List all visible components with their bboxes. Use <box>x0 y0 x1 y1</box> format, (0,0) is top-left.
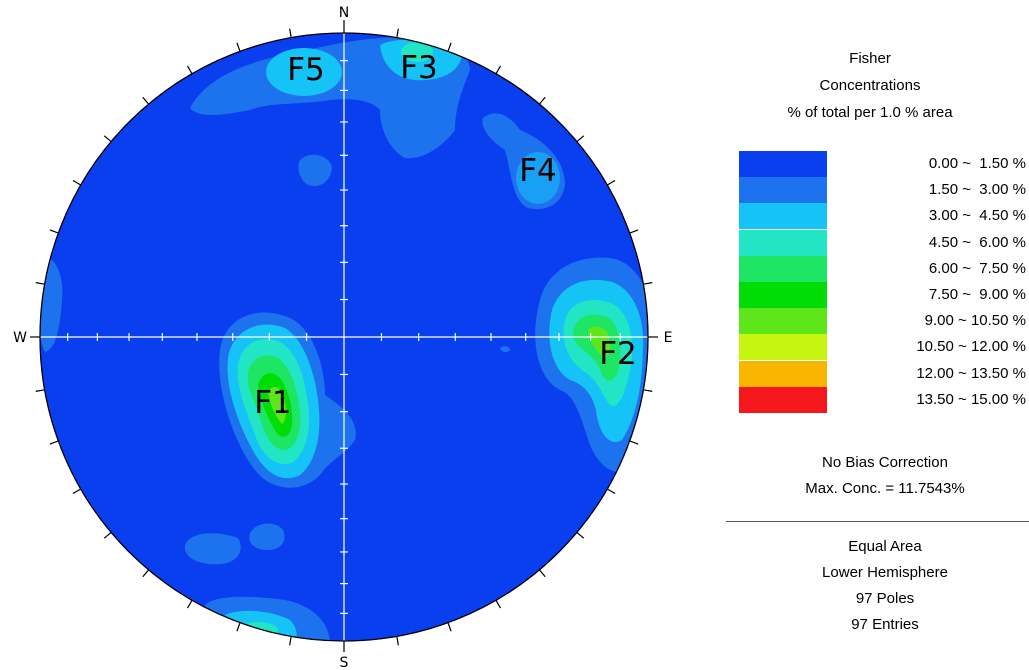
feature-label-f4: F4 <box>519 153 557 189</box>
rim-tick <box>103 135 112 143</box>
legend-swatch <box>739 255 827 282</box>
legend-range-label: 10.50 ~ 12.00 % <box>916 338 1026 356</box>
legend-swatch <box>739 151 827 177</box>
legend-range-label: 9.00 ~ 10.50 % <box>924 312 1026 330</box>
legend-swatch <box>739 308 827 335</box>
west-label: W <box>13 330 27 346</box>
legend-divider <box>726 521 1029 522</box>
rim-ticks <box>35 28 653 646</box>
stereonet-plot: N S W E F1 F2 F3 F4 F5 <box>13 5 673 670</box>
rim-tick <box>576 531 585 539</box>
rim-tick <box>72 179 82 186</box>
rim-tick <box>538 569 546 578</box>
contour-f2-peak <box>588 326 611 358</box>
rim-tick <box>447 42 452 52</box>
rim-tick <box>49 229 59 234</box>
rim-tick <box>643 389 653 392</box>
legend-range-label: 7.50 ~ 9.00 % <box>928 286 1026 303</box>
legend-range-label: 13.50 ~ 15.00 % <box>916 390 1026 408</box>
rim-tick <box>35 282 45 285</box>
contour-south-west-blob <box>184 533 241 565</box>
legend-range-label: 3.00 ~ 4.50 % <box>928 207 1026 225</box>
entries-count-text: 97 Entries <box>851 616 919 633</box>
legend-range-label: 4.50 ~ 6.00 % <box>928 233 1026 251</box>
legend-range-label: 1.50 ~ 3.00 % <box>928 181 1026 199</box>
rim-tick <box>643 282 653 285</box>
south-label: S <box>340 655 349 670</box>
rim-tick <box>495 599 502 609</box>
legend-title-line-2: Concentrations <box>819 77 921 94</box>
legend-range-label: 6.00 ~ 7.50 % <box>928 259 1026 277</box>
rim-tick <box>186 599 193 609</box>
poles-count-text: 97 Poles <box>855 590 915 607</box>
rim-tick <box>606 179 616 186</box>
rim-tick <box>72 488 82 495</box>
contour-f4-inner <box>516 152 560 204</box>
legend-swatch <box>739 386 827 413</box>
rim-tick <box>495 65 502 75</box>
legend-range-label: 12.00 ~ 13.50 % <box>916 364 1026 382</box>
contour-f3-core <box>401 42 433 62</box>
legend-range-label: 0.00 ~ 1.50 % <box>928 155 1026 172</box>
crosshair <box>40 33 648 641</box>
rim-tick <box>396 28 399 38</box>
north-label: N <box>339 5 349 21</box>
legend-swatch <box>739 360 827 387</box>
rim-tick <box>236 622 241 632</box>
feature-label-f5: F5 <box>287 52 325 88</box>
rim-tick <box>629 440 639 445</box>
rim-tick <box>396 636 399 646</box>
rim-tick <box>236 42 241 52</box>
rim-tick <box>576 135 585 143</box>
east-label: E <box>664 330 673 346</box>
rim-tick <box>49 440 59 445</box>
rim-tick <box>35 389 45 392</box>
rim-tick <box>103 531 112 539</box>
contour-south-small <box>249 523 285 550</box>
feature-label-f2: F2 <box>599 336 637 372</box>
feature-label-f3: F3 <box>400 50 438 86</box>
rim-tick <box>629 229 639 234</box>
bias-correction-text: No Bias Correction <box>822 454 948 471</box>
feature-label-f1: F1 <box>254 385 292 421</box>
legend-title-line-1: Fisher <box>849 50 891 67</box>
rim-tick <box>289 636 292 646</box>
rim-tick <box>142 96 150 105</box>
legend-swatch <box>739 203 827 230</box>
hemisphere-text: Lower Hemisphere <box>822 564 948 581</box>
legend-panel: Fisher Concentrations % of total per 1.0… <box>700 0 1029 670</box>
rim-tick <box>538 96 546 105</box>
rim-tick <box>186 65 193 75</box>
rim-tick <box>606 488 616 495</box>
contour-f5-inner <box>266 48 342 96</box>
legend-swatch <box>739 177 827 204</box>
legend-swatch <box>739 229 827 256</box>
projection-text: Equal Area <box>848 538 922 555</box>
legend-swatch <box>739 334 827 361</box>
rim-tick <box>447 622 452 632</box>
legend-title-line-3: % of total per 1.0 % area <box>787 104 953 121</box>
rim-tick <box>289 28 292 38</box>
max-concentration-text: Max. Conc. = 11.7543% <box>805 480 965 497</box>
contour-f1-top <box>268 386 286 424</box>
rim-tick <box>142 569 150 578</box>
contour-north-small <box>298 154 332 187</box>
legend-swatch <box>739 282 827 308</box>
contour-east-dot <box>500 346 510 353</box>
